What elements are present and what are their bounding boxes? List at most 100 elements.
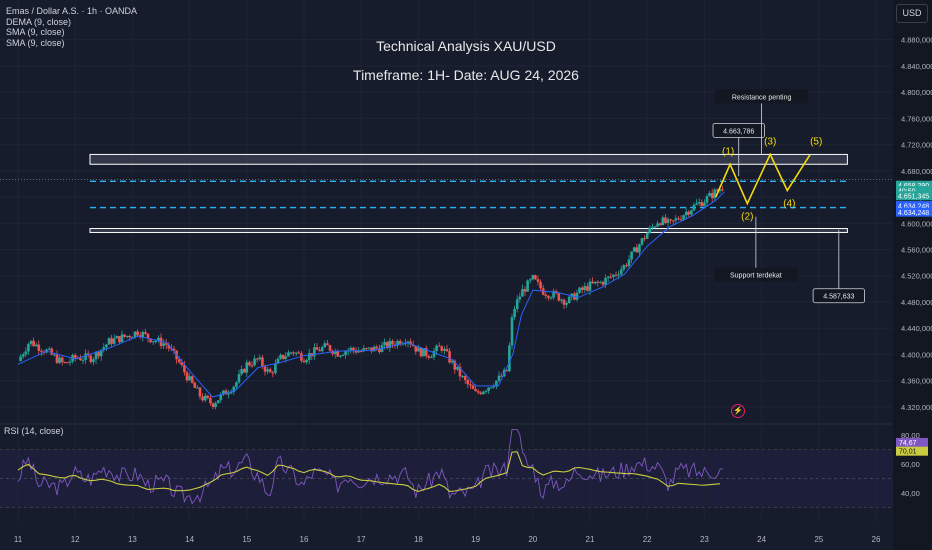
candle: [518, 296, 522, 300]
candle: [609, 276, 613, 278]
candle: [458, 366, 462, 377]
candle: [570, 293, 574, 297]
candle: [154, 340, 158, 342]
analysis-title: Technical Analysis XAU/USD: [376, 38, 556, 54]
candle: [271, 372, 275, 374]
time-tick-label: 25: [814, 535, 823, 544]
time-tick-label: 20: [528, 535, 537, 544]
candle: [505, 369, 509, 372]
candle: [643, 238, 646, 240]
time-tick-label: 22: [643, 535, 652, 544]
indicator-sma-2[interactable]: SMA (9, close): [6, 37, 65, 48]
candle: [315, 347, 319, 350]
candle: [164, 343, 168, 345]
axis-price-tag-text: 4.651,345: [898, 194, 929, 201]
currency-button[interactable]: USD: [896, 4, 928, 23]
candle: [32, 340, 35, 347]
candle: [489, 387, 493, 389]
candle: [528, 279, 532, 281]
candle: [149, 338, 152, 343]
candle: [89, 355, 93, 363]
candle: [619, 269, 623, 275]
rsi-tick-label: 40,00: [901, 489, 920, 498]
candle: [367, 347, 371, 349]
candle: [526, 280, 529, 292]
candle: [391, 340, 394, 345]
candle: [313, 347, 316, 357]
candle: [523, 289, 527, 292]
candle: [567, 296, 571, 303]
price-axis-area: [893, 0, 932, 550]
indicator-sma-1[interactable]: SMA (9, close): [6, 27, 65, 37]
candle: [435, 345, 438, 351]
candle: [294, 352, 298, 354]
rsi-label[interactable]: RSI (14, close): [4, 426, 64, 436]
candle: [232, 386, 236, 392]
candle: [718, 189, 722, 191]
lightning-icon[interactable]: ⚡: [731, 404, 745, 418]
candle: [448, 351, 451, 363]
candle: [24, 351, 28, 355]
candle: [209, 397, 212, 404]
candle: [151, 341, 155, 343]
candle: [300, 353, 303, 361]
candle: [261, 357, 264, 367]
candle: [497, 375, 501, 381]
candle: [482, 391, 485, 395]
candle: [268, 369, 272, 373]
candle: [679, 219, 683, 221]
candle: [539, 281, 542, 289]
candle: [596, 281, 600, 283]
price-tick-label: 4.600,000: [901, 219, 932, 228]
price-tick-label: 4.840,000: [901, 62, 932, 71]
candle: [196, 387, 199, 389]
candle: [510, 317, 514, 346]
candle: [281, 354, 285, 359]
candle: [586, 286, 589, 291]
candle: [55, 354, 59, 363]
candle: [357, 351, 360, 353]
candle: [372, 346, 376, 352]
candle: [437, 345, 441, 347]
candle: [240, 369, 243, 375]
indicator-dema[interactable]: DEMA (9, close): [6, 16, 72, 27]
candle: [284, 356, 288, 359]
candle: [430, 357, 433, 359]
candle: [245, 362, 249, 373]
candle: [274, 363, 277, 373]
axis-price-tag-text: 4.634,248: [898, 210, 929, 217]
callout-resistance-text: Resistance penting: [732, 94, 792, 101]
rsi-line: [17, 428, 723, 505]
candle: [664, 217, 667, 223]
candle: [705, 196, 709, 203]
candle: [630, 251, 633, 260]
candle: [125, 335, 129, 337]
candle: [177, 359, 181, 363]
candle: [60, 357, 64, 363]
candle: [167, 344, 171, 349]
candle: [658, 223, 662, 225]
candle: [172, 348, 176, 351]
candle: [118, 336, 121, 343]
candle: [547, 295, 550, 298]
callout-price-high-text: 4.663,786: [723, 128, 754, 135]
candle: [94, 352, 98, 360]
candle: [695, 203, 698, 205]
candle: [47, 348, 51, 350]
candle: [63, 362, 67, 364]
candle: [229, 391, 233, 394]
time-tick-label: 24: [757, 535, 766, 544]
candle: [476, 391, 480, 393]
candle: [414, 346, 418, 352]
axis-price-tag: [896, 185, 932, 195]
candle: [180, 362, 184, 365]
candle: [469, 384, 472, 386]
candle: [544, 294, 548, 296]
candle: [266, 369, 269, 372]
candle: [708, 192, 711, 197]
wave-label: (1): [722, 146, 734, 157]
symbol-line[interactable]: Emas / Dollar A.S. · 1h · OANDA: [6, 6, 138, 16]
price-tick-label: 4.800,000: [901, 88, 932, 97]
